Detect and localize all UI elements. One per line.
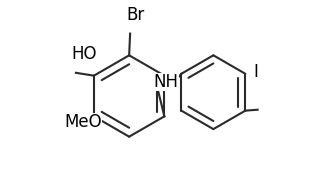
Text: MeO: MeO: [64, 113, 102, 132]
Text: I: I: [254, 63, 259, 81]
Text: Br: Br: [127, 6, 145, 24]
Text: NH: NH: [154, 73, 179, 91]
Text: HO: HO: [71, 45, 97, 63]
